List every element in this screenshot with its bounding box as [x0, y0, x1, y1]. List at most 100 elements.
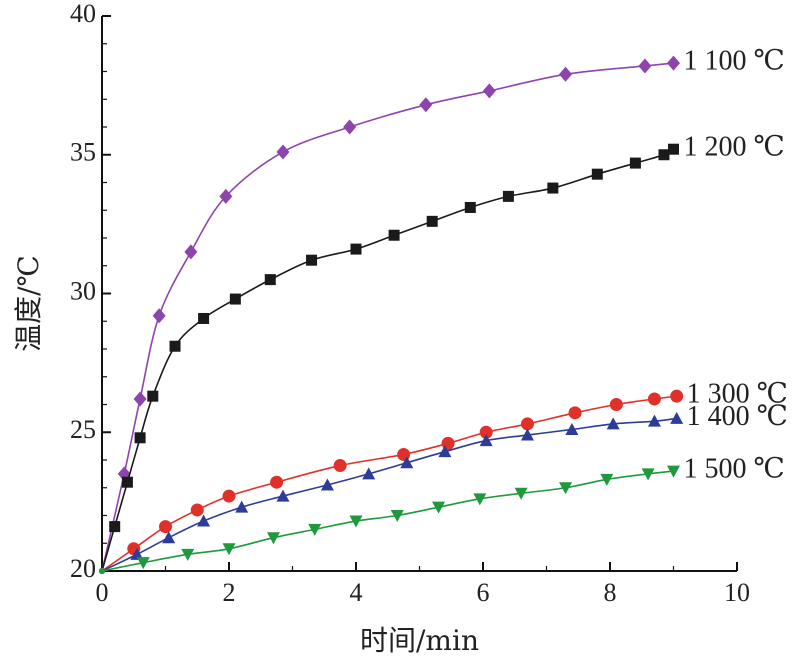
data-point: [121, 476, 133, 488]
y-tick-label: 30: [70, 276, 96, 305]
data-point: [568, 406, 582, 420]
data-point: [276, 489, 290, 502]
data-point: [308, 523, 322, 536]
x-tick-label: 0: [96, 578, 109, 607]
data-point: [667, 55, 680, 71]
data-point: [235, 500, 249, 513]
data-point: [658, 149, 670, 161]
data-point: [464, 201, 476, 213]
data-point: [333, 459, 347, 473]
data-point: [219, 188, 233, 204]
data-point: [647, 414, 661, 427]
series-line: [101, 62, 674, 572]
data-point: [349, 515, 363, 528]
series-line: [101, 417, 677, 572]
data-point: [559, 66, 573, 82]
data-point: [400, 456, 414, 469]
data-point: [264, 274, 276, 286]
data-point: [343, 119, 357, 135]
data-point: [162, 531, 176, 544]
data-point: [479, 434, 493, 447]
data-point: [117, 466, 131, 482]
data-point: [190, 503, 204, 517]
data-point: [591, 168, 603, 180]
data-point: [134, 432, 146, 444]
data-point: [647, 392, 661, 406]
data-point: [514, 487, 528, 500]
data-point: [147, 390, 159, 402]
data-point: [350, 243, 362, 255]
data-point: [426, 215, 438, 227]
x-tick-label: 8: [604, 578, 617, 607]
data-point: [559, 482, 573, 495]
data-point: [390, 510, 404, 522]
series-label: 1 200 ℃: [684, 132, 785, 163]
data-point: [136, 557, 150, 570]
data-point: [668, 143, 679, 155]
series-layer: 1 100 ℃ 1 200 ℃ 1 300 ℃1 400 ℃ 1 500 ℃: [99, 46, 788, 574]
data-point: [270, 475, 284, 489]
data-point: [565, 422, 579, 435]
data-point: [222, 543, 236, 556]
data-point: [362, 467, 376, 480]
x-axis-title: 时间/min: [360, 624, 479, 657]
data-point: [473, 493, 487, 506]
data-point: [600, 473, 614, 486]
data-point: [502, 190, 514, 202]
x-tick-label: 2: [223, 578, 236, 607]
data-point: [169, 340, 181, 352]
data-point: [229, 293, 241, 305]
series-label: 1 300 ℃: [687, 379, 788, 410]
data-point: [197, 514, 211, 527]
data-point: [276, 144, 290, 160]
data-point: [629, 157, 641, 169]
series-5: 1 500 ℃: [99, 454, 785, 574]
data-point: [184, 244, 198, 260]
y-tick-label: 40: [70, 0, 96, 28]
data-point: [606, 417, 620, 430]
data-point: [133, 391, 147, 407]
x-tick-label: 4: [350, 578, 363, 607]
x-tick-label: 10: [724, 578, 750, 607]
data-point: [479, 425, 493, 439]
x-tick-label: 6: [477, 578, 490, 607]
y-tick-label: 25: [70, 415, 96, 444]
y-tick-label: 20: [70, 554, 96, 583]
y-tick-label: 35: [70, 138, 96, 167]
data-point: [670, 411, 684, 424]
data-point-origin: [99, 568, 105, 574]
data-point: [520, 417, 534, 431]
data-point: [159, 520, 172, 534]
data-point: [130, 547, 144, 560]
data-point: [438, 445, 452, 458]
data-point: [266, 532, 280, 545]
data-point: [320, 478, 334, 491]
data-point: [419, 97, 433, 113]
series-1: 1 100 ℃: [99, 46, 785, 574]
series-4: 1 400 ℃: [99, 401, 788, 574]
series-label: 1 100 ℃: [684, 46, 785, 77]
data-point: [306, 254, 318, 266]
data-point: [198, 312, 210, 324]
axes: 20 25 30 35 40 0 2 4 6 8 10: [70, 0, 750, 607]
data-point: [667, 465, 680, 478]
data-point: [547, 182, 559, 194]
data-point: [152, 308, 166, 324]
series-line: [101, 148, 674, 572]
y-axis-title: 温度/℃: [12, 255, 45, 352]
data-point: [222, 489, 236, 503]
series-2: 1 200 ℃: [99, 132, 785, 574]
series-3: 1 300 ℃: [99, 379, 788, 574]
series-line: [101, 395, 677, 572]
data-point: [181, 548, 195, 561]
data-point: [641, 468, 655, 481]
data-point: [432, 501, 446, 514]
data-point: [609, 398, 623, 411]
data-point: [388, 229, 400, 241]
data-point: [482, 83, 496, 99]
data-point: [109, 521, 121, 533]
series-label: 1 400 ℃: [687, 401, 788, 432]
data-point: [638, 58, 652, 74]
